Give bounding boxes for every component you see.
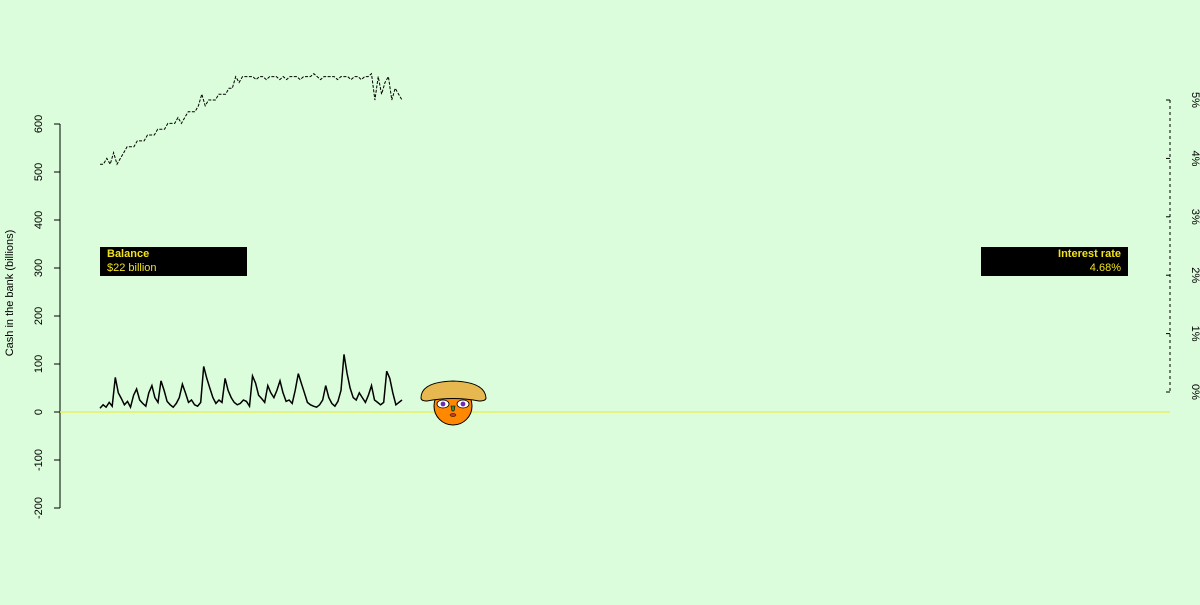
y-tick-label: -100 <box>33 449 45 471</box>
banker-face-icon[interactable] <box>420 380 487 426</box>
balance-title: Balance <box>107 248 150 260</box>
hat-shape <box>420 380 487 402</box>
y-tick-label: 600 <box>33 115 45 133</box>
left-axis: -200 -100 0 100 200 300 400 500 600 <box>33 115 61 519</box>
cash-series <box>99 354 403 410</box>
left-pupil <box>440 401 446 407</box>
y-tick-label: 0 <box>33 409 45 415</box>
right-axis: 0% 1% 2% 3% 4% 5% <box>1166 92 1200 400</box>
y2-tick-label: 1% <box>1189 326 1200 342</box>
y-tick-label: 500 <box>33 163 45 181</box>
y-axis-label: Cash in the bank (billions) <box>4 230 16 357</box>
y-tick-label: 300 <box>33 259 45 277</box>
interest-rate-panel: Interest rate 4.68% <box>981 247 1128 276</box>
y-tick-label: 200 <box>33 307 45 325</box>
nose-shape <box>450 405 456 412</box>
y2-tick-label: 4% <box>1189 150 1200 166</box>
interest-rate-title: Interest rate <box>1058 248 1121 260</box>
mouth-shape <box>449 413 457 417</box>
y2-tick-label: 0% <box>1189 384 1200 400</box>
y2-tick-label: 5% <box>1189 92 1200 108</box>
right-pupil <box>460 401 466 407</box>
y-tick-label: 100 <box>33 355 45 373</box>
interest-rate-series <box>100 72 403 166</box>
y2-tick-label: 2% <box>1189 267 1200 283</box>
series-layer <box>99 72 403 410</box>
balance-panel: Balance $22 billion <box>100 247 247 276</box>
y-tick-label: 400 <box>33 211 45 229</box>
interest-rate-value: 4.68% <box>1089 262 1121 274</box>
y2-tick-label: 3% <box>1189 209 1200 225</box>
balance-value: $22 billion <box>107 262 157 274</box>
y-tick-label: -200 <box>33 497 45 519</box>
